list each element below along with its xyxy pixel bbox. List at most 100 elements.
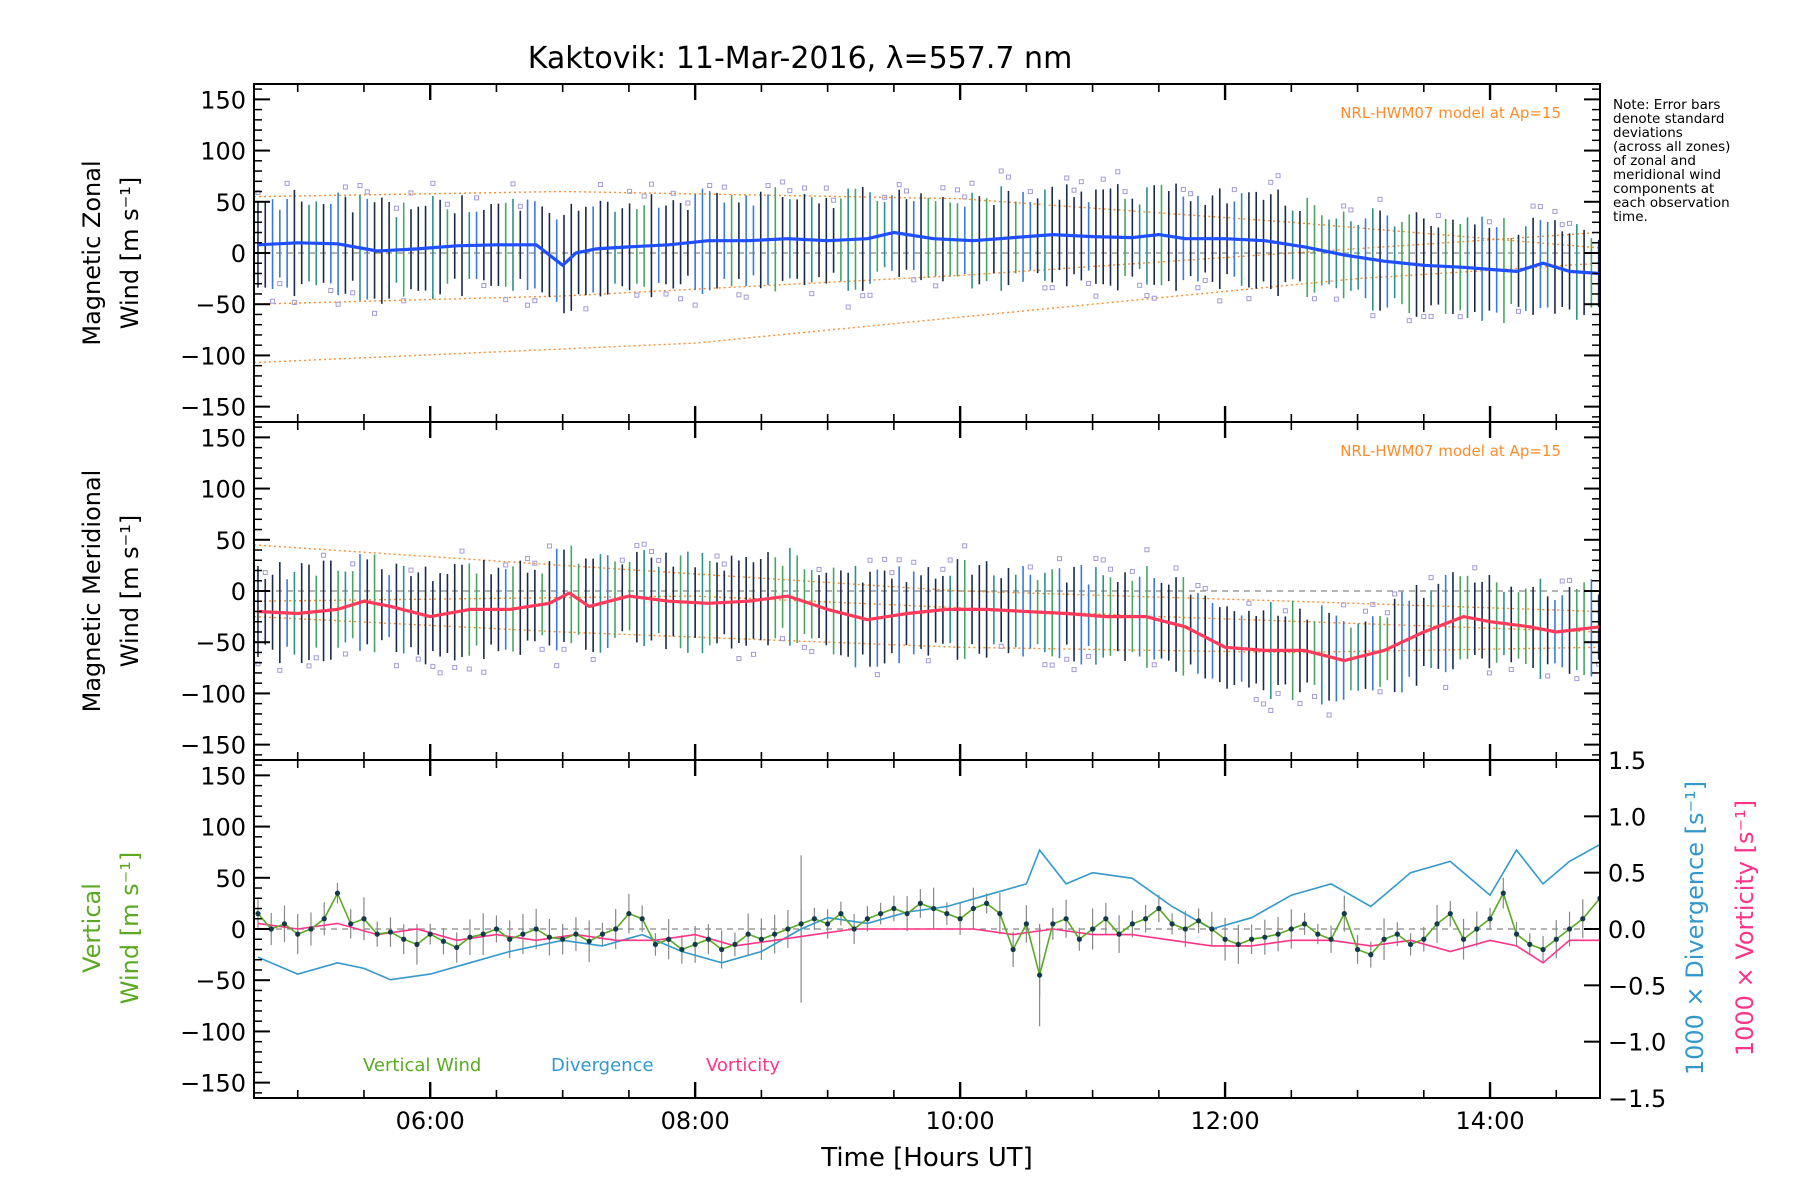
vertical-wind-point bbox=[401, 937, 406, 942]
vertical-wind-point bbox=[1315, 932, 1320, 937]
sample-point bbox=[657, 558, 661, 562]
vertical-wind-point bbox=[547, 935, 552, 940]
vertical-wind-point bbox=[1024, 921, 1029, 926]
model-line bbox=[254, 192, 1600, 248]
sample-point bbox=[941, 567, 945, 571]
y-tick-label: −100 bbox=[180, 680, 246, 708]
vertical-wind-point bbox=[799, 921, 804, 926]
sample-point bbox=[1094, 294, 1098, 298]
sample-point bbox=[409, 568, 413, 572]
vertical-wind-point bbox=[1249, 937, 1254, 942]
y-tick-label: −50 bbox=[195, 629, 246, 657]
note-line: of zonal and bbox=[1613, 154, 1783, 168]
sample-point bbox=[846, 305, 850, 309]
note-line: denote standard bbox=[1613, 112, 1783, 126]
note-line: deviations bbox=[1613, 126, 1783, 140]
sample-point bbox=[861, 294, 865, 298]
sample-point bbox=[394, 664, 398, 668]
vertical-wind-point bbox=[348, 921, 353, 926]
vertical-wind-point bbox=[507, 937, 512, 942]
sample-point bbox=[555, 664, 559, 668]
sample-point bbox=[751, 652, 755, 656]
vertical-wind-point bbox=[1011, 947, 1016, 952]
sample-point bbox=[708, 183, 712, 187]
sample-point bbox=[1568, 221, 1572, 225]
sample-point bbox=[620, 558, 624, 562]
sample-point bbox=[649, 182, 653, 186]
sample-point bbox=[1087, 654, 1091, 658]
sample-point bbox=[970, 181, 974, 185]
sample-point bbox=[1487, 671, 1491, 675]
sample-point bbox=[1152, 663, 1156, 667]
model-line bbox=[254, 545, 1600, 612]
vertical-wind-point bbox=[1236, 942, 1241, 947]
sample-point bbox=[788, 189, 792, 193]
sample-point bbox=[278, 282, 282, 286]
sample-point bbox=[1101, 558, 1105, 562]
panel-meridional-ylabel-line2: Wind [m s⁻¹] bbox=[116, 515, 144, 667]
vertical-wind-point bbox=[1156, 906, 1161, 911]
vertical-wind-point bbox=[1395, 932, 1400, 937]
vertical-wind-point bbox=[1408, 942, 1413, 947]
y-tick-label: −50 bbox=[195, 291, 246, 319]
vertical-wind-point bbox=[944, 911, 949, 916]
vertical-wind-point bbox=[812, 916, 817, 921]
error-bar-note: Note: Error bars denote standard deviati… bbox=[1613, 98, 1783, 224]
sample-point bbox=[642, 194, 646, 198]
sample-point bbox=[1203, 279, 1207, 283]
y-tick-label: 100 bbox=[200, 814, 246, 842]
model-line bbox=[254, 263, 1600, 362]
x-tick-label: 12:00 bbox=[1190, 1107, 1259, 1135]
sample-point bbox=[912, 560, 916, 564]
sample-point bbox=[445, 202, 449, 206]
sample-point bbox=[1050, 286, 1054, 290]
y-tick-label: −150 bbox=[180, 394, 246, 422]
sample-point bbox=[1079, 180, 1083, 184]
sample-point bbox=[1101, 177, 1105, 181]
vertical-wind-point bbox=[1183, 926, 1188, 931]
sample-point bbox=[453, 665, 457, 669]
sample-point bbox=[686, 201, 690, 205]
sample-point bbox=[351, 291, 355, 295]
sample-point bbox=[1422, 315, 1426, 319]
vertical-wind-point bbox=[852, 926, 857, 931]
sample-point bbox=[1560, 223, 1564, 227]
sample-point bbox=[1247, 601, 1251, 605]
vertical-wind-point bbox=[1196, 918, 1201, 923]
x-axis-ticks: 06:00 08:00 10:00 12:00 14:00 bbox=[396, 1107, 1525, 1135]
vertical-wind-point bbox=[971, 906, 976, 911]
sample-point bbox=[329, 288, 333, 292]
sample-point bbox=[343, 185, 347, 189]
vertical-wind-point bbox=[454, 945, 459, 950]
sample-point bbox=[1553, 209, 1557, 213]
sample-point bbox=[1393, 592, 1397, 596]
vertical-wind-point bbox=[759, 937, 764, 942]
sample-point bbox=[482, 283, 486, 287]
sample-point bbox=[1218, 299, 1222, 303]
vertical-wind-point bbox=[878, 911, 883, 916]
vertical-wind-point bbox=[335, 891, 340, 896]
sample-point bbox=[1538, 205, 1542, 209]
sample-point bbox=[504, 563, 508, 567]
sample-point bbox=[482, 670, 486, 674]
sample-point bbox=[1189, 192, 1193, 196]
note-line: time. bbox=[1613, 210, 1783, 224]
sample-point bbox=[715, 554, 719, 558]
note-line: components at bbox=[1613, 182, 1783, 196]
sample-point bbox=[1517, 309, 1521, 313]
vertical-wind-point bbox=[481, 932, 486, 937]
sample-point bbox=[504, 298, 508, 302]
panel-meridional-ylabel-line1: Magnetic Meridional bbox=[78, 470, 106, 713]
sample-point bbox=[358, 184, 362, 188]
vertical-wind-point bbox=[1527, 942, 1532, 947]
note-line: each observation bbox=[1613, 196, 1783, 210]
x-tick-label: 14:00 bbox=[1455, 1107, 1524, 1135]
vertical-wind-point bbox=[1328, 937, 1333, 942]
panel-zonal-ylabel-line2: Wind [m s⁻¹] bbox=[116, 177, 144, 329]
vertical-wind-point bbox=[1116, 932, 1121, 937]
y-tick-label: 150 bbox=[200, 424, 246, 452]
sample-point bbox=[1130, 569, 1134, 573]
sample-point bbox=[1313, 694, 1317, 698]
vertical-wind-point bbox=[1474, 926, 1479, 931]
sample-point bbox=[1094, 556, 1098, 560]
